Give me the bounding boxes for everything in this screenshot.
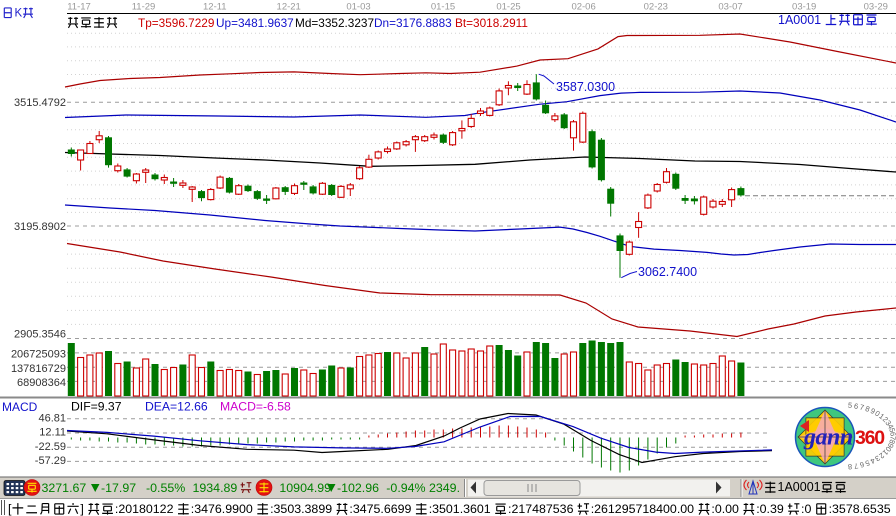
svg-text:6: 6 <box>859 460 865 470</box>
svg-text::3475.6699: :3475.6699 <box>349 502 411 516</box>
svg-text:3587.0300: 3587.0300 <box>556 80 615 94</box>
svg-text:46.81: 46.81 <box>38 413 66 425</box>
svg-text:3515.4792: 3515.4792 <box>14 97 66 109</box>
svg-text:206725093: 206725093 <box>11 349 66 361</box>
svg-text:Md=3352.3237: Md=3352.3237 <box>295 16 374 30</box>
svg-text:7: 7 <box>853 461 859 471</box>
svg-text:01-25: 01-25 <box>496 2 520 13</box>
svg-text:2: 2 <box>881 415 890 424</box>
svg-text:1: 1 <box>881 448 890 457</box>
svg-text:12-11: 12-11 <box>203 2 227 13</box>
svg-text::0: :0 <box>801 502 811 516</box>
svg-text:9: 9 <box>869 406 877 416</box>
svg-text:6: 6 <box>853 401 859 411</box>
svg-text:4: 4 <box>869 456 877 466</box>
svg-text::0.39: :0.39 <box>756 502 784 516</box>
svg-text:gann: gann <box>803 425 853 451</box>
svg-text:Up=3481.9637: Up=3481.9637 <box>216 16 294 30</box>
svg-text:MACD=-6.58: MACD=-6.58 <box>220 400 291 414</box>
svg-text::3476.9900: :3476.9900 <box>191 502 253 516</box>
svg-text::3578.6535: :3578.6535 <box>829 502 891 516</box>
svg-text::0.00: :0.00 <box>711 502 739 516</box>
svg-text:2349.: 2349. <box>429 481 460 495</box>
svg-text:3271.67: 3271.67 <box>42 481 87 495</box>
svg-text:7: 7 <box>888 435 896 440</box>
svg-text:02-23: 02-23 <box>644 2 668 13</box>
svg-text:5: 5 <box>848 401 853 410</box>
svg-text:02-06: 02-06 <box>571 2 595 13</box>
svg-text:360: 360 <box>855 427 885 449</box>
svg-text:12-21: 12-21 <box>277 2 301 13</box>
svg-text:MACD: MACD <box>2 400 38 414</box>
svg-text:-22.59: -22.59 <box>35 441 66 453</box>
svg-text:03-19: 03-19 <box>792 2 816 13</box>
svg-text::261295718400.00: :261295718400.00 <box>591 502 694 516</box>
svg-text:01-15: 01-15 <box>431 2 455 13</box>
svg-text::3501.3601: :3501.3601 <box>429 502 491 516</box>
svg-text:K: K <box>15 7 23 19</box>
svg-text:Bt=3018.2911: Bt=3018.2911 <box>455 16 528 30</box>
svg-text:3195.8902: 3195.8902 <box>14 221 66 233</box>
svg-text:03-07: 03-07 <box>718 2 742 13</box>
svg-text:DIF=9.37: DIF=9.37 <box>71 400 122 414</box>
svg-text:]: ] <box>80 502 83 516</box>
svg-text:[: [ <box>8 502 12 516</box>
svg-text:8: 8 <box>848 462 853 471</box>
svg-text:12.11: 12.11 <box>39 427 66 439</box>
svg-text:9: 9 <box>886 442 896 450</box>
svg-text:2905.3546: 2905.3546 <box>14 329 66 341</box>
svg-text:DEA=12.66: DEA=12.66 <box>145 400 208 414</box>
svg-text:1934.89: 1934.89 <box>193 481 238 495</box>
svg-text:-0.94%: -0.94% <box>386 481 425 495</box>
svg-text:8: 8 <box>864 404 871 414</box>
svg-text:0: 0 <box>883 445 893 454</box>
svg-text:1A0001: 1A0001 <box>778 13 821 27</box>
svg-text:1A0001: 1A0001 <box>778 480 821 494</box>
svg-text:2: 2 <box>877 451 886 461</box>
svg-text:-0.55%: -0.55% <box>146 481 185 495</box>
svg-text:-17.97: -17.97 <box>101 481 136 495</box>
svg-text:7: 7 <box>859 402 865 412</box>
svg-text:11-29: 11-29 <box>132 2 156 13</box>
svg-text:01-03: 01-03 <box>346 2 370 13</box>
svg-text:-57.29: -57.29 <box>35 455 66 467</box>
svg-text:-102.96: -102.96 <box>337 481 379 495</box>
svg-text:10904.99: 10904.99 <box>279 481 331 495</box>
svg-text:5: 5 <box>864 458 871 468</box>
svg-text:0: 0 <box>873 409 881 419</box>
svg-text:1: 1 <box>877 412 886 422</box>
svg-text::217487536: :217487536 <box>508 502 574 516</box>
svg-text:Dn=3176.8883: Dn=3176.8883 <box>374 16 452 30</box>
svg-text:3: 3 <box>883 419 893 428</box>
svg-text:03-29: 03-29 <box>864 2 888 13</box>
svg-text:11-17: 11-17 <box>67 2 91 13</box>
svg-text::3503.3899: :3503.3899 <box>270 502 332 516</box>
svg-text:Tp=3596.7229: Tp=3596.7229 <box>138 16 214 30</box>
svg-text:6: 6 <box>888 432 896 437</box>
svg-text:5: 5 <box>887 427 896 434</box>
svg-text:8: 8 <box>887 438 896 445</box>
svg-text::20180122: :20180122 <box>115 502 174 516</box>
svg-text:68908364: 68908364 <box>17 377 66 389</box>
svg-text:4: 4 <box>886 423 896 431</box>
svg-text:3062.7400: 3062.7400 <box>638 265 697 279</box>
svg-text:3: 3 <box>873 453 881 463</box>
svg-text:137816729: 137816729 <box>11 363 66 375</box>
